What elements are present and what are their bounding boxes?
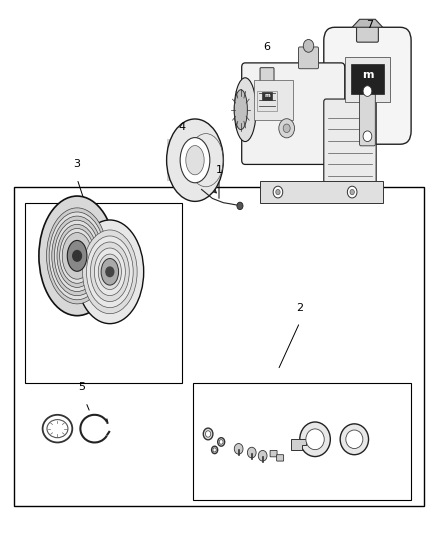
Ellipse shape [234, 90, 247, 130]
Ellipse shape [76, 220, 144, 324]
Polygon shape [352, 19, 383, 27]
Text: 4: 4 [178, 122, 185, 132]
Circle shape [73, 251, 81, 261]
Circle shape [347, 186, 357, 198]
FancyBboxPatch shape [277, 455, 284, 461]
FancyBboxPatch shape [25, 203, 182, 383]
Text: 1: 1 [215, 165, 223, 174]
Ellipse shape [340, 424, 368, 455]
Ellipse shape [213, 448, 216, 452]
Ellipse shape [57, 224, 97, 287]
FancyBboxPatch shape [166, 139, 195, 181]
FancyBboxPatch shape [261, 181, 383, 203]
Ellipse shape [219, 440, 223, 445]
Circle shape [350, 189, 354, 195]
Ellipse shape [47, 419, 68, 438]
FancyBboxPatch shape [242, 63, 345, 165]
FancyBboxPatch shape [14, 187, 424, 506]
Ellipse shape [46, 208, 108, 304]
Circle shape [363, 131, 372, 142]
Polygon shape [291, 439, 306, 450]
Ellipse shape [166, 119, 223, 201]
Ellipse shape [234, 78, 256, 142]
Ellipse shape [98, 254, 121, 289]
Text: m: m [362, 70, 373, 80]
Ellipse shape [86, 236, 133, 308]
Ellipse shape [82, 230, 137, 314]
Circle shape [363, 86, 372, 96]
Ellipse shape [101, 259, 119, 285]
Ellipse shape [212, 446, 218, 454]
Ellipse shape [52, 216, 102, 296]
Circle shape [279, 119, 294, 138]
Text: 7: 7 [366, 20, 373, 30]
FancyBboxPatch shape [262, 92, 272, 100]
FancyBboxPatch shape [260, 68, 274, 82]
Circle shape [234, 443, 243, 454]
Circle shape [237, 202, 243, 209]
FancyBboxPatch shape [324, 27, 411, 144]
Ellipse shape [346, 430, 363, 449]
Ellipse shape [203, 428, 213, 440]
FancyBboxPatch shape [193, 383, 411, 500]
Ellipse shape [300, 422, 330, 457]
Ellipse shape [205, 431, 211, 437]
Ellipse shape [90, 242, 129, 302]
FancyBboxPatch shape [357, 26, 378, 42]
FancyBboxPatch shape [360, 79, 375, 146]
Text: 6: 6 [264, 42, 271, 52]
Ellipse shape [218, 438, 225, 446]
Circle shape [258, 450, 267, 461]
Ellipse shape [39, 196, 115, 316]
Circle shape [106, 267, 114, 277]
Text: 3: 3 [74, 159, 81, 169]
Text: m: m [264, 93, 270, 99]
FancyBboxPatch shape [351, 64, 384, 94]
FancyBboxPatch shape [298, 47, 318, 69]
FancyBboxPatch shape [345, 56, 390, 102]
Text: 5: 5 [78, 383, 85, 392]
Ellipse shape [67, 240, 87, 271]
Circle shape [247, 447, 256, 458]
Ellipse shape [62, 232, 92, 279]
Circle shape [276, 189, 280, 195]
FancyBboxPatch shape [254, 80, 293, 120]
Ellipse shape [49, 212, 105, 300]
Circle shape [273, 186, 283, 198]
Ellipse shape [54, 220, 100, 292]
Ellipse shape [306, 429, 324, 450]
FancyBboxPatch shape [270, 450, 277, 457]
Ellipse shape [94, 248, 125, 296]
FancyBboxPatch shape [258, 91, 277, 111]
Circle shape [283, 124, 290, 133]
FancyBboxPatch shape [251, 76, 283, 122]
FancyBboxPatch shape [324, 99, 376, 192]
Ellipse shape [186, 146, 204, 175]
Text: 2: 2 [296, 303, 304, 313]
Ellipse shape [60, 229, 95, 284]
Circle shape [303, 39, 314, 52]
Ellipse shape [180, 138, 210, 183]
